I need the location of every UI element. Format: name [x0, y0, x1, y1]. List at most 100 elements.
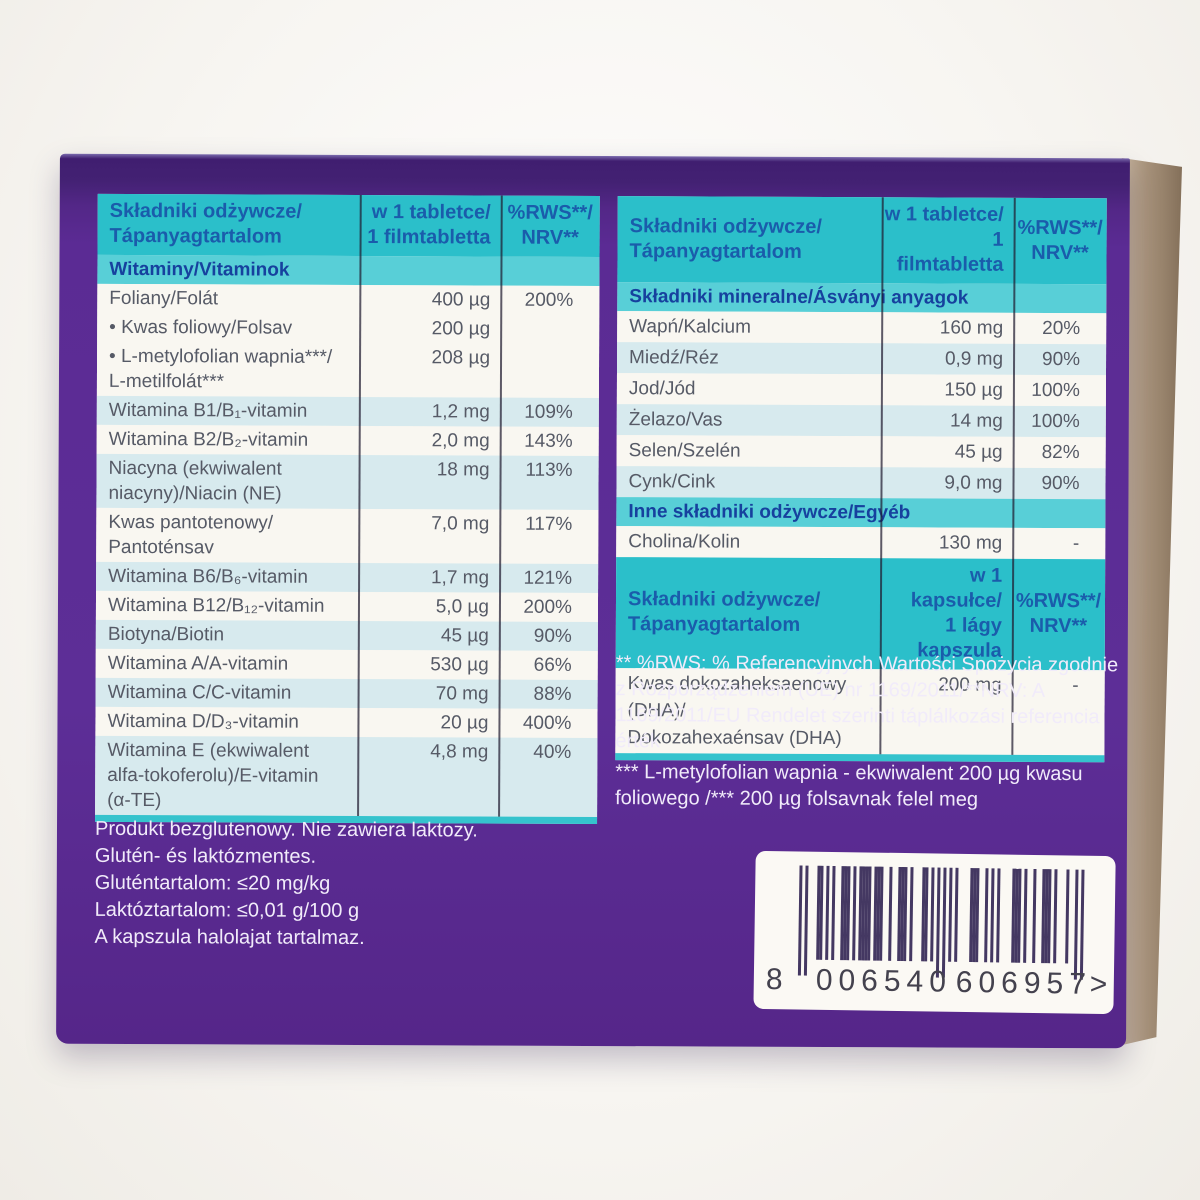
nutrient-name: Witamina E (ekwiwalent alfa-tokoferolu)/E…: [107, 739, 319, 812]
nutrient-name: Witamina A/A-vitamin: [107, 652, 289, 675]
nutrient-nrv: 82%: [1041, 441, 1080, 464]
footnote-line: Laktóztartalom: ≤0,01 g/100 g: [94, 898, 360, 922]
footnote-line: Glutén- és laktózmentes.: [94, 844, 317, 868]
table-row: Foliany/Folát 400 µg 200%: [97, 283, 600, 316]
table-row: Cholina/Kolin 130 mg -: [616, 526, 1106, 560]
nutrient-amount: 45 µg: [440, 625, 489, 647]
footnote-line: A kapszula halolajat tartalmaz.: [94, 925, 365, 950]
nutrient-nrv: 90%: [1041, 472, 1080, 495]
nutrient-amount: 150 µg: [944, 379, 1003, 401]
nutrient-name: Witamina B12/B₁₂-vitamin: [107, 594, 325, 617]
barcode-first-digit: 8: [765, 962, 783, 997]
header-nutrients-cell: Składniki odżywcze/Tápanyagtartalom: [109, 199, 303, 248]
table-row: Witamina A/A-vitamin 530 µg 66%: [95, 648, 598, 681]
nutrient-amount: 400 µg: [431, 289, 491, 311]
nutrient-amount: 200 µg: [431, 318, 491, 340]
nutrient-name: Biotyna/Biotin: [107, 623, 225, 646]
nutrient-name: • Kwas foliowy/Folsav: [109, 316, 293, 339]
table-row: Witamina B6/B₆-vitamin 1,7 mg 121%: [96, 561, 599, 594]
nutrient-name: Jod/Jód: [628, 378, 696, 400]
table-row: • L-metylofolian wapnia***/L-metilfolát*…: [96, 341, 600, 399]
nutrient-name: Niacyna (ekwiwalent niacyny)/Niacin (NE): [108, 457, 282, 505]
barcode-end-char: >: [1089, 967, 1108, 1002]
nutrient-amount: 130 mg: [938, 532, 1003, 554]
nutrient-nrv: 121%: [523, 567, 573, 589]
nutrient-nrv: 100%: [1031, 410, 1080, 433]
header-nutrients-cell: Składniki odżywcze/Tápanyagtartalom: [627, 588, 821, 636]
footnotes-allergen-info: Produkt bezglutenowy. Nie zawiera laktoz…: [94, 816, 525, 953]
nutrient-nrv: 109%: [524, 401, 573, 423]
header-nutrients-cell: Składniki odżywcze/Tápanyagtartalom: [629, 214, 822, 263]
table-row: Żelazo/Vas 14 mg 100%: [616, 404, 1106, 438]
nutrient-name: • L-metylofolian wapnia***/L-metilfolát*…: [108, 345, 333, 393]
nutrient-nrv: 400%: [522, 712, 572, 734]
supplement-box-back-panel: Składniki odżywcze/Tápanyagtartalom w 1 t…: [56, 153, 1130, 1049]
table-row: Witamina C/C-vitamin 70 mg 88%: [95, 677, 598, 710]
nutrient-amount: 0,9 mg: [944, 348, 1004, 370]
nutrient-nrv: 143%: [524, 430, 573, 452]
nutrient-amount: 4,8 mg: [430, 741, 489, 763]
nutrient-name: Selen/Szelén: [628, 440, 741, 462]
table-row: Witamina B12/B₁₂-vitamin 5,0 µg 200%: [95, 590, 599, 623]
table-row: Cynk/Cink 9,0 mg 90%: [616, 466, 1106, 500]
table-row: Selen/Szelén 45 µg 82%: [616, 435, 1106, 469]
nutrient-name: Witamina B2/B₂-vitamin: [108, 428, 309, 451]
section-band: Witaminy/Vitaminok: [97, 254, 600, 287]
nutrient-amount: 20 µg: [440, 712, 489, 734]
footnote-line: *** L-metylofolian wapnia - ekwiwalent 2…: [615, 761, 1083, 811]
table-row: Niacyna (ekwiwalent niacyny)/Niacin (NE) 1…: [96, 453, 599, 511]
nutrient-amount: 5,0 µg: [435, 596, 490, 618]
nutrient-amount: 45 µg: [954, 441, 1003, 463]
table-row: Kwas pantotenowy/Pantoténsav 7,0 mg 117%: [96, 507, 599, 565]
header-per-dose-cell: w 1 kapsułce/1 lágy kapszula: [910, 564, 1003, 662]
table-row: Witamina B2/B₂-vitamin 2,0 mg 143%: [96, 424, 599, 457]
header-nrv-cell: %RWS**/NRV**: [1017, 216, 1103, 264]
nutrient-amount: 1,7 mg: [430, 567, 490, 589]
nutrition-table-vitamins: Składniki odżywcze/Tápanyagtartalom w 1 t…: [95, 193, 600, 825]
header-nrv-cell: %RWS**/NRV**: [507, 201, 593, 249]
nutrient-amount: 208 µg: [431, 347, 491, 369]
nutrient-amount: 14 mg: [949, 410, 1003, 432]
ean-barcode: 8 006540 606957 >: [753, 850, 1116, 1015]
table-row: Witamina D/D₃-vitamin 20 µg 400%: [95, 706, 598, 739]
nutrient-name: Witamina B1/B₁-vitamin: [108, 399, 308, 422]
nutrient-nrv: 200%: [524, 289, 574, 311]
nutrient-nrv: 90%: [1041, 348, 1081, 371]
nutrient-nrv: 90%: [533, 625, 572, 647]
footnote-line: ** %RWS: % Referencyjnych Wartości Spoży…: [615, 652, 1119, 753]
nutrient-amount: 160 mg: [939, 317, 1004, 339]
nutrient-amount: 9,0 mg: [944, 472, 1003, 494]
nutrient-nrv: 200%: [523, 596, 573, 618]
table-row: Wapń/Kalcium 160 mg 20%: [617, 311, 1107, 345]
table-row: Biotyna/Biotin 45 µg 90%: [95, 619, 598, 652]
table-row: Witamina E (ekwiwalent alfa-tokoferolu)/E…: [95, 735, 598, 818]
barcode-module: [1079, 869, 1085, 980]
nutrient-nrv: 113%: [525, 459, 573, 481]
table-row: Witamina B1/B₁-vitamin 1,2 mg 109%: [96, 395, 599, 428]
table-row: Jod/Jód 150 µg 100%: [616, 373, 1106, 407]
section-band: Składniki mineralne/Ásványi anyagok: [617, 282, 1107, 314]
nutrient-amount: 530 µg: [430, 654, 489, 676]
header-per-dose-cell: w 1 tabletce/1 filmtabletta: [367, 201, 491, 249]
table-header-row: Składniki odżywcze/Tápanyagtartalom w 1 t…: [97, 193, 600, 258]
footnote-line: Gluténtartalom: ≤20 mg/kg: [94, 871, 331, 895]
barcode-group2: 606957: [955, 965, 1093, 1001]
nutrient-amount: 1,2 mg: [431, 401, 490, 423]
table-header-row: Składniki odżywcze/Tápanyagtartalom w 1 t…: [617, 196, 1107, 285]
header-nrv-cell: %RWS**/NRV**: [1015, 589, 1102, 638]
nutrient-name: Miedź/Réz: [629, 347, 719, 369]
nutrient-name: Cynk/Cink: [628, 471, 716, 493]
nutrient-amount: 2,0 mg: [431, 430, 490, 452]
nutrient-name: Żelazo/Vas: [628, 409, 723, 431]
nutrient-name: Foliany/Folát: [109, 287, 219, 310]
nutrient-name: Wapń/Kalcium: [629, 316, 752, 338]
nutrient-nrv: -: [1072, 533, 1080, 555]
header-per-dose-cell: w 1 tabletce/1 filmtabletta: [884, 203, 1004, 276]
table-row: • Kwas foliowy/Folsav 200 µg: [97, 312, 600, 345]
nutrient-nrv: 66%: [533, 654, 572, 676]
barcode-group1: 006540: [815, 963, 953, 999]
nutrient-name: Witamina C/C-vitamin: [107, 681, 292, 704]
nutrient-name: Witamina B6/B₆-vitamin: [108, 565, 308, 588]
nutrient-name: Cholina/Kolin: [628, 531, 741, 553]
